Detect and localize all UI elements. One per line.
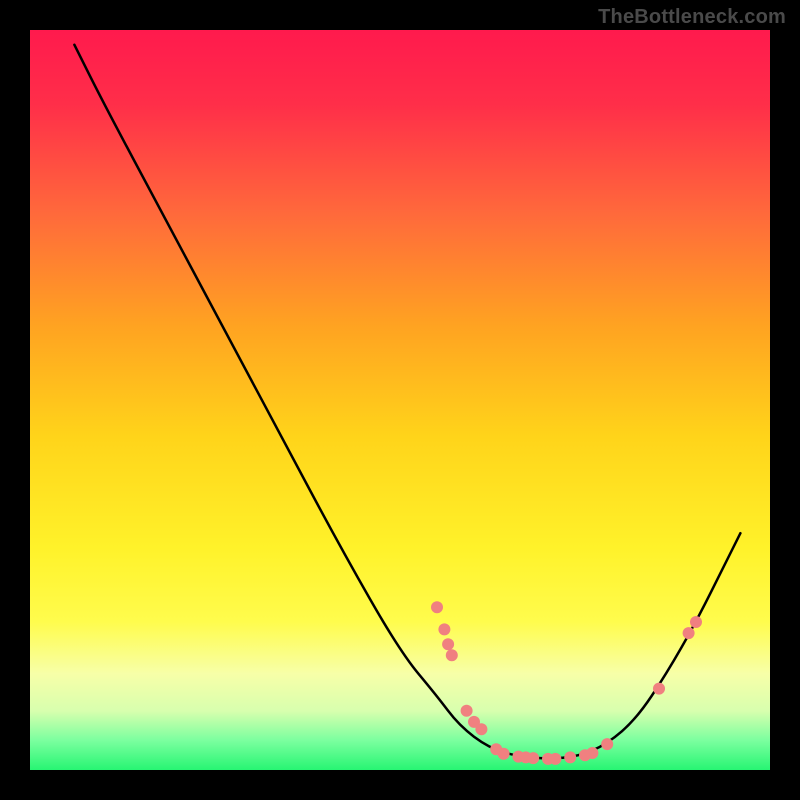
watermark-text: TheBottleneck.com [598,6,786,29]
data-marker [431,601,443,613]
data-marker [527,752,539,764]
data-marker [653,683,665,695]
data-marker [586,747,598,759]
data-marker [446,649,458,661]
data-marker [498,748,510,760]
chart-svg [0,0,800,800]
data-marker [564,751,576,763]
data-marker [442,638,454,650]
data-marker [683,627,695,639]
data-marker [690,616,702,628]
bottleneck-chart: TheBottleneck.com [0,0,800,800]
data-marker [461,705,473,717]
plot-background [30,30,770,770]
data-marker [438,623,450,635]
data-marker [475,723,487,735]
data-marker [549,753,561,765]
data-marker [601,738,613,750]
